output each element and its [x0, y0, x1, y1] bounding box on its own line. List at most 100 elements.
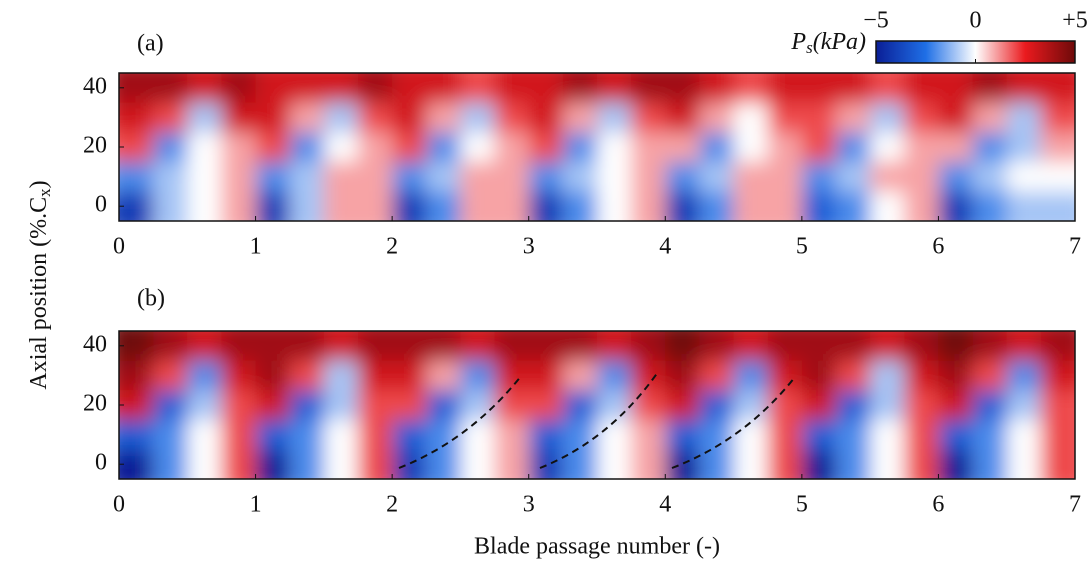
heatmap-cell — [665, 73, 701, 104]
heatmap-cell — [323, 102, 359, 133]
heatmap-cell — [221, 132, 257, 163]
heatmap-cell — [494, 191, 530, 221]
heatmap-cell — [597, 331, 632, 362]
heatmap-cell — [699, 419, 735, 450]
heatmap-cell — [665, 331, 701, 362]
heatmap-cell — [460, 360, 496, 391]
heatmap-cell — [767, 102, 803, 133]
heatmap-cell — [733, 390, 769, 421]
heatmap-cell — [1006, 331, 1042, 362]
heatmap-cell — [460, 331, 496, 362]
heatmap-cell — [665, 191, 701, 221]
heatmap-cell — [801, 102, 837, 133]
heatmap-cell — [938, 102, 974, 133]
heatmap-cell — [597, 102, 632, 133]
heatmap-cell — [187, 419, 223, 450]
heatmap-cell — [119, 449, 154, 479]
x-axis-label: Blade passage number (-) — [474, 534, 720, 560]
heatmap-cell — [904, 132, 940, 163]
x-tick-label: 3 — [523, 234, 535, 260]
x-tick-label: 2 — [386, 492, 398, 518]
heatmap-cell — [221, 73, 257, 104]
heatmap-cell — [733, 419, 769, 450]
heatmap-cell — [1040, 132, 1075, 163]
heatmap-cell — [972, 191, 1008, 221]
heatmap-cell — [528, 360, 564, 391]
heatmap-cell — [1040, 449, 1075, 479]
heatmap-cell — [562, 360, 598, 391]
heatmap-cell — [904, 73, 940, 104]
heatmap-cell — [801, 419, 837, 450]
heatmap-cell — [323, 73, 359, 104]
heatmap-cell — [1040, 331, 1075, 362]
heatmap-cell — [562, 132, 598, 163]
trend-line — [539, 371, 659, 469]
heatmap-cell — [255, 161, 291, 192]
heatmap-cell — [665, 360, 701, 391]
heatmap-cell — [221, 390, 257, 421]
heatmap-cell — [153, 191, 188, 221]
heatmap-cell — [392, 73, 427, 104]
heatmap-cell — [801, 161, 837, 192]
heatmap-cell — [767, 449, 803, 479]
heatmap-cell — [289, 191, 325, 221]
heatmap-cell — [221, 419, 257, 450]
heatmap-cell — [323, 191, 359, 221]
heatmap-cell — [631, 419, 666, 450]
heatmap-cell — [938, 449, 974, 479]
heatmap-cell — [426, 73, 462, 104]
heatmap-cell — [972, 449, 1008, 479]
heatmap-cell — [631, 449, 666, 479]
heatmap-cell — [665, 449, 701, 479]
heatmap-cell — [938, 161, 974, 192]
heatmap-cell — [836, 360, 871, 391]
x-tick-label: 1 — [250, 492, 262, 518]
heatmap-cell — [323, 161, 359, 192]
heatmap-cell — [392, 132, 427, 163]
y-tick-label: 20 — [83, 391, 107, 417]
heatmap-cell — [392, 449, 427, 479]
heatmap-cell — [597, 191, 632, 221]
heatmap-cell — [870, 161, 905, 192]
heatmap-cell — [870, 331, 905, 362]
y-tick-label: 20 — [83, 133, 107, 159]
heatmap-cell — [597, 132, 632, 163]
y-label-close: ) — [26, 180, 52, 188]
colorbar-symbol: P — [790, 29, 806, 55]
heatmap-cell — [255, 360, 291, 391]
heatmap-cell — [1040, 360, 1075, 391]
heatmap-cell — [665, 419, 701, 450]
heatmap-cell — [289, 360, 325, 391]
heatmap-cell — [733, 191, 769, 221]
heatmap-cell — [187, 360, 223, 391]
heatmap-cell — [358, 390, 393, 421]
x-tick-label: 1 — [250, 234, 262, 260]
heatmap-cell — [528, 191, 564, 221]
heatmap-cell — [836, 161, 871, 192]
heatmap-cell — [631, 191, 666, 221]
heatmap-cell — [836, 102, 871, 133]
heatmap-cell — [187, 191, 223, 221]
heatmap-cell — [221, 102, 257, 133]
x-tick-label: 3 — [523, 492, 535, 518]
heatmap-cell — [460, 449, 496, 479]
heatmap-cell — [528, 132, 564, 163]
heatmap-cell — [870, 449, 905, 479]
heatmap-cell — [460, 161, 496, 192]
y-axis-label: Axial position (%.Cx) — [26, 180, 54, 389]
x-tick-label: 4 — [659, 234, 671, 260]
heatmap-cell — [221, 161, 257, 192]
heatmap-cell — [631, 161, 666, 192]
heatmap-cell — [255, 449, 291, 479]
heatmap-cell — [494, 331, 530, 362]
heatmap-cell — [494, 360, 530, 391]
heatmap-cell — [562, 73, 598, 104]
heatmap-cell — [562, 331, 598, 362]
heatmap-cell — [904, 419, 940, 450]
heatmap-cell — [733, 132, 769, 163]
heatmap-cell — [870, 360, 905, 391]
heatmap-cell — [665, 132, 701, 163]
heatmap-cell — [323, 449, 359, 479]
heatmap-cell — [767, 390, 803, 421]
heatmap-cell — [699, 73, 735, 104]
